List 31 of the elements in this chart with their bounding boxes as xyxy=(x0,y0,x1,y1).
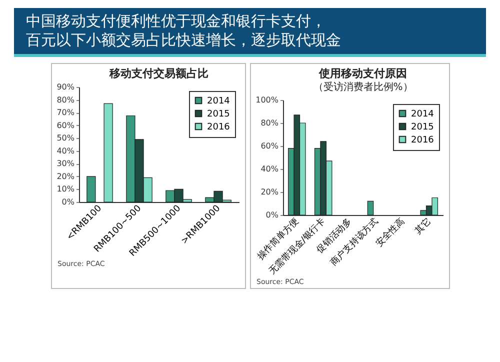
y-tick-label: 40% xyxy=(260,164,278,174)
y-tick-label: 20% xyxy=(260,188,278,196)
y-tick-label: 60% xyxy=(260,142,278,150)
x-tick-label: 其它 xyxy=(412,216,433,236)
y-tick-label: 40% xyxy=(56,146,74,156)
legend-label: 2015 xyxy=(410,122,434,132)
legend-label: 2014 xyxy=(410,110,434,120)
bar xyxy=(86,176,96,202)
text: 中国移动支付便利性优于现金和银行卡支付， xyxy=(26,12,327,31)
legend-label: 2015 xyxy=(206,110,230,120)
y-tick-label: 70% xyxy=(56,108,74,118)
chart-title: 移动支付交易额占比 xyxy=(108,67,208,80)
y-tick-label: 10% xyxy=(56,184,74,194)
y-tick-label: 20% xyxy=(56,172,74,181)
bar xyxy=(366,200,374,216)
y-tick-label: 100% xyxy=(255,96,278,104)
y-tick-label: 80% xyxy=(260,118,278,128)
chart-title: 使用移动支付原因 xyxy=(318,67,406,80)
chart-subtitle: （受访消费者比例%） xyxy=(312,81,412,93)
y-tick-label: 90% xyxy=(56,82,74,92)
legend-label: 2016 xyxy=(206,122,230,132)
y-tick-label: 50% xyxy=(56,134,74,143)
y-tick-label: 0% xyxy=(61,198,74,206)
y-tick-label: 0% xyxy=(265,210,278,220)
bar xyxy=(103,103,112,202)
legend-label: 2016 xyxy=(410,136,434,146)
y-tick-label: 30% xyxy=(56,159,74,168)
y-tick-label: 80% xyxy=(56,95,74,104)
text: 百元以下小额交易占比快速增长，逐步取代现金 xyxy=(26,31,342,50)
y-tick-label: 60% xyxy=(56,120,74,130)
legend-label: 2014 xyxy=(206,96,230,106)
